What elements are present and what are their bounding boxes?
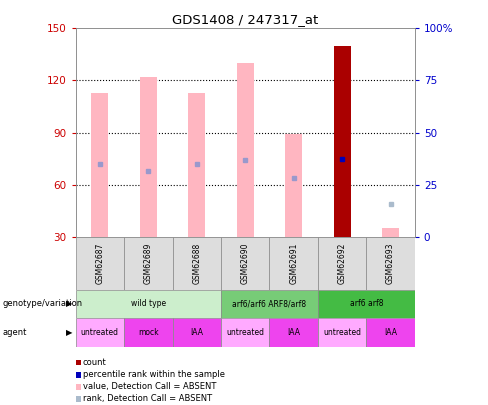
Text: arf6 arf8: arf6 arf8 [349,299,383,308]
Text: untreated: untreated [323,328,361,337]
Bar [221,237,269,290]
Title: GDS1408 / 247317_at: GDS1408 / 247317_at [172,13,318,26]
Bar [188,93,205,237]
Text: count: count [82,358,106,367]
Bar [76,237,124,290]
Text: ▶: ▶ [66,328,72,337]
Text: GSM62691: GSM62691 [289,243,298,284]
Text: mock: mock [138,328,159,337]
Bar [124,318,173,347]
Bar [124,237,173,290]
Bar [366,237,415,290]
Bar [285,134,302,237]
Text: arf6/arf6 ARF8/arf8: arf6/arf6 ARF8/arf8 [232,299,306,308]
Text: GSM62693: GSM62693 [386,243,395,284]
Text: value, Detection Call = ABSENT: value, Detection Call = ABSENT [82,382,216,391]
Bar [140,77,157,237]
Text: genotype/variation: genotype/variation [2,299,82,308]
Bar [269,318,318,347]
Text: GSM62689: GSM62689 [144,243,153,284]
Text: IAA: IAA [190,328,203,337]
Text: untreated: untreated [226,328,264,337]
Bar [269,237,318,290]
Bar [76,318,124,347]
Text: ▶: ▶ [66,299,72,308]
Bar [173,237,221,290]
Bar [318,290,415,318]
Bar [366,318,415,347]
Text: IAA: IAA [384,328,397,337]
Text: GSM62688: GSM62688 [192,243,201,284]
Text: wild type: wild type [131,299,166,308]
Text: GSM62690: GSM62690 [241,243,250,284]
Bar [382,228,399,237]
Bar [91,93,108,237]
Text: agent: agent [2,328,27,337]
Text: percentile rank within the sample: percentile rank within the sample [82,370,224,379]
Text: untreated: untreated [81,328,119,337]
Bar [221,290,318,318]
Text: GSM62687: GSM62687 [95,243,104,284]
Text: rank, Detection Call = ABSENT: rank, Detection Call = ABSENT [82,394,212,403]
Text: IAA: IAA [287,328,300,337]
Bar [237,63,254,237]
Bar [221,318,269,347]
Bar [334,46,350,237]
Bar [318,237,366,290]
Bar [173,318,221,347]
Bar [318,318,366,347]
Text: GSM62692: GSM62692 [338,243,346,284]
Bar [76,290,221,318]
